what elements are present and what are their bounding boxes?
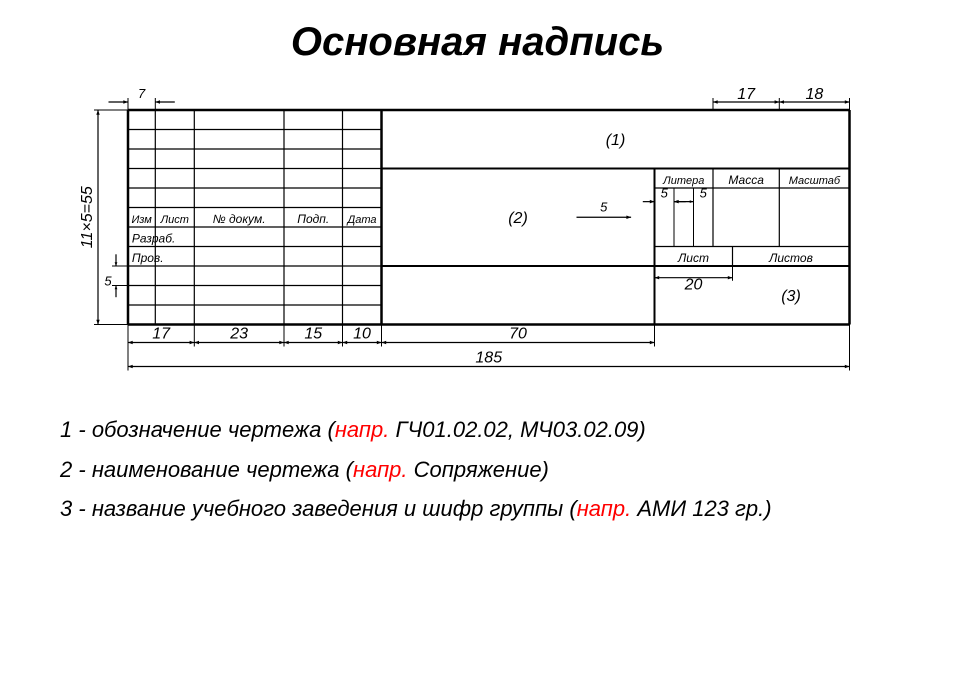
- svg-text:17: 17: [737, 86, 756, 103]
- svg-text:20: 20: [683, 277, 702, 294]
- svg-text:23: 23: [229, 326, 248, 343]
- svg-text:Масса: Масса: [728, 173, 764, 187]
- svg-text:№ докум.: № докум.: [212, 212, 265, 226]
- svg-text:15: 15: [304, 326, 322, 343]
- svg-text:5: 5: [600, 199, 608, 214]
- svg-text:11×5=55: 11×5=55: [79, 186, 96, 248]
- legend-item-2: 2 - наименование чертежа (напр. Сопряжен…: [60, 455, 905, 485]
- svg-text:17: 17: [152, 326, 171, 343]
- legend: 1 - обозначение чертежа (напр. ГЧ01.02.0…: [60, 415, 905, 524]
- legend-num: 2: [60, 457, 72, 482]
- svg-text:5: 5: [660, 186, 668, 201]
- svg-text:(2): (2): [508, 210, 528, 227]
- legend-item-3: 3 - название учебного заведения и шифр г…: [60, 494, 905, 524]
- legend-num: 1: [60, 417, 72, 442]
- svg-text:5: 5: [699, 186, 707, 201]
- svg-text:Лист: Лист: [159, 214, 188, 226]
- svg-text:18: 18: [805, 86, 823, 103]
- svg-text:7: 7: [138, 86, 146, 101]
- svg-text:Изм: Изм: [131, 214, 152, 226]
- legend-item-1: 1 - обозначение чертежа (напр. ГЧ01.02.0…: [60, 415, 905, 445]
- svg-text:Разраб.: Разраб.: [131, 232, 174, 246]
- svg-text:70: 70: [509, 326, 527, 343]
- svg-text:10: 10: [353, 326, 371, 343]
- legend-num: 3: [60, 496, 72, 521]
- page-title: Основная надпись: [0, 20, 955, 65]
- svg-text:5: 5: [104, 274, 112, 289]
- title-block-diagram: 17 18 7 Изм Лист № докум. Подп. Дата Разраб. Пров…: [38, 80, 918, 390]
- svg-text:185: 185: [475, 350, 502, 367]
- svg-text:Листов: Листов: [768, 251, 813, 265]
- svg-text:Пров.: Пров.: [131, 251, 163, 265]
- svg-text:(3): (3): [781, 288, 801, 305]
- svg-text:Литера: Литера: [662, 175, 704, 187]
- svg-text:Масштаб: Масштаб: [788, 175, 840, 187]
- svg-text:Подп.: Подп.: [297, 212, 329, 226]
- diagram-svg: 17 18 7 Изм Лист № докум. Подп. Дата Разраб. Пров…: [38, 80, 918, 390]
- svg-text:Дата: Дата: [345, 214, 376, 226]
- svg-text:(1): (1): [605, 132, 625, 149]
- svg-text:Лист: Лист: [677, 251, 709, 265]
